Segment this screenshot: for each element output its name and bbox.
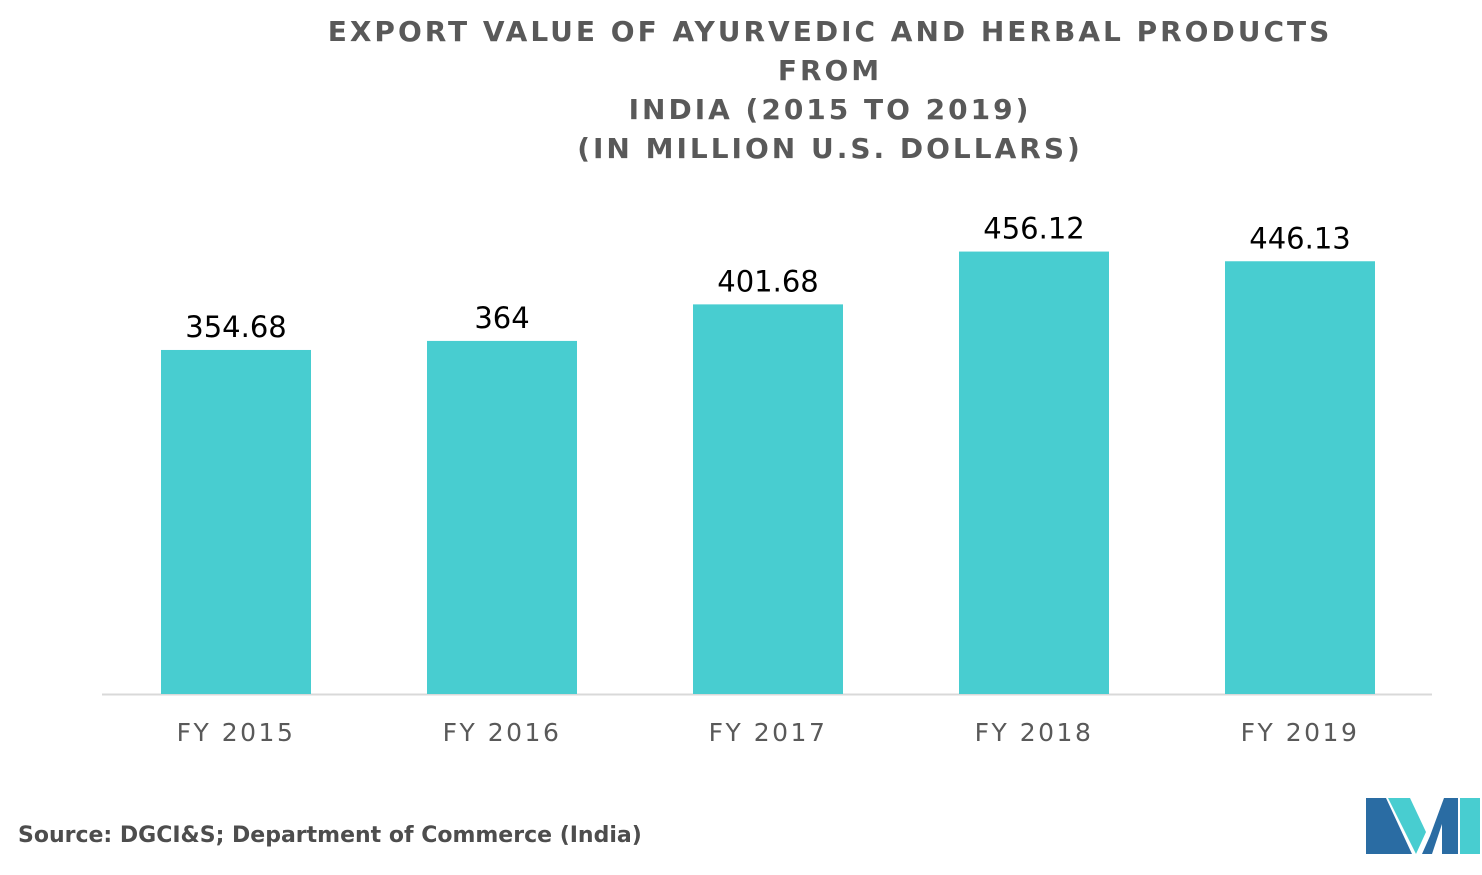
bar-fy-2017 [693,304,843,694]
x-tick-label: FY 2018 [975,718,1094,747]
bar-fy-2015 [161,349,311,694]
x-tick-label: FY 2019 [1241,718,1360,747]
x-tick-label: FY 2017 [709,718,828,747]
bar-fy-2019 [1225,261,1375,694]
chart-title-line-1: EXPORT VALUE OF AYURVEDIC AND HERBAL PRO… [327,15,1333,87]
bar-fy-2016 [427,340,577,694]
bar-fy-2018 [959,251,1109,694]
data-label: 364 [474,301,529,335]
bar-chart: 354.68 FY 2015 364 FY 2016 401.68 FY 2017 456.… [102,212,1432,747]
source-note: Source: DGCI&S; Department of Commerce (… [18,823,642,848]
chart-title-line-2: INDIA (2015 TO 2019) [628,93,1032,126]
data-label: 354.68 [185,310,286,344]
x-tick-label: FY 2015 [177,718,296,747]
brand-logo-icon [1366,798,1480,854]
data-label: 401.68 [717,264,818,298]
data-label: 456.12 [983,212,1084,246]
data-label: 446.13 [1249,221,1350,255]
x-tick-label: FY 2016 [443,718,562,747]
chart-title-line-3: (IN MILLION U.S. DOLLARS) [577,132,1083,165]
chart-title: EXPORT VALUE OF AYURVEDIC AND HERBAL PRO… [270,12,1390,168]
